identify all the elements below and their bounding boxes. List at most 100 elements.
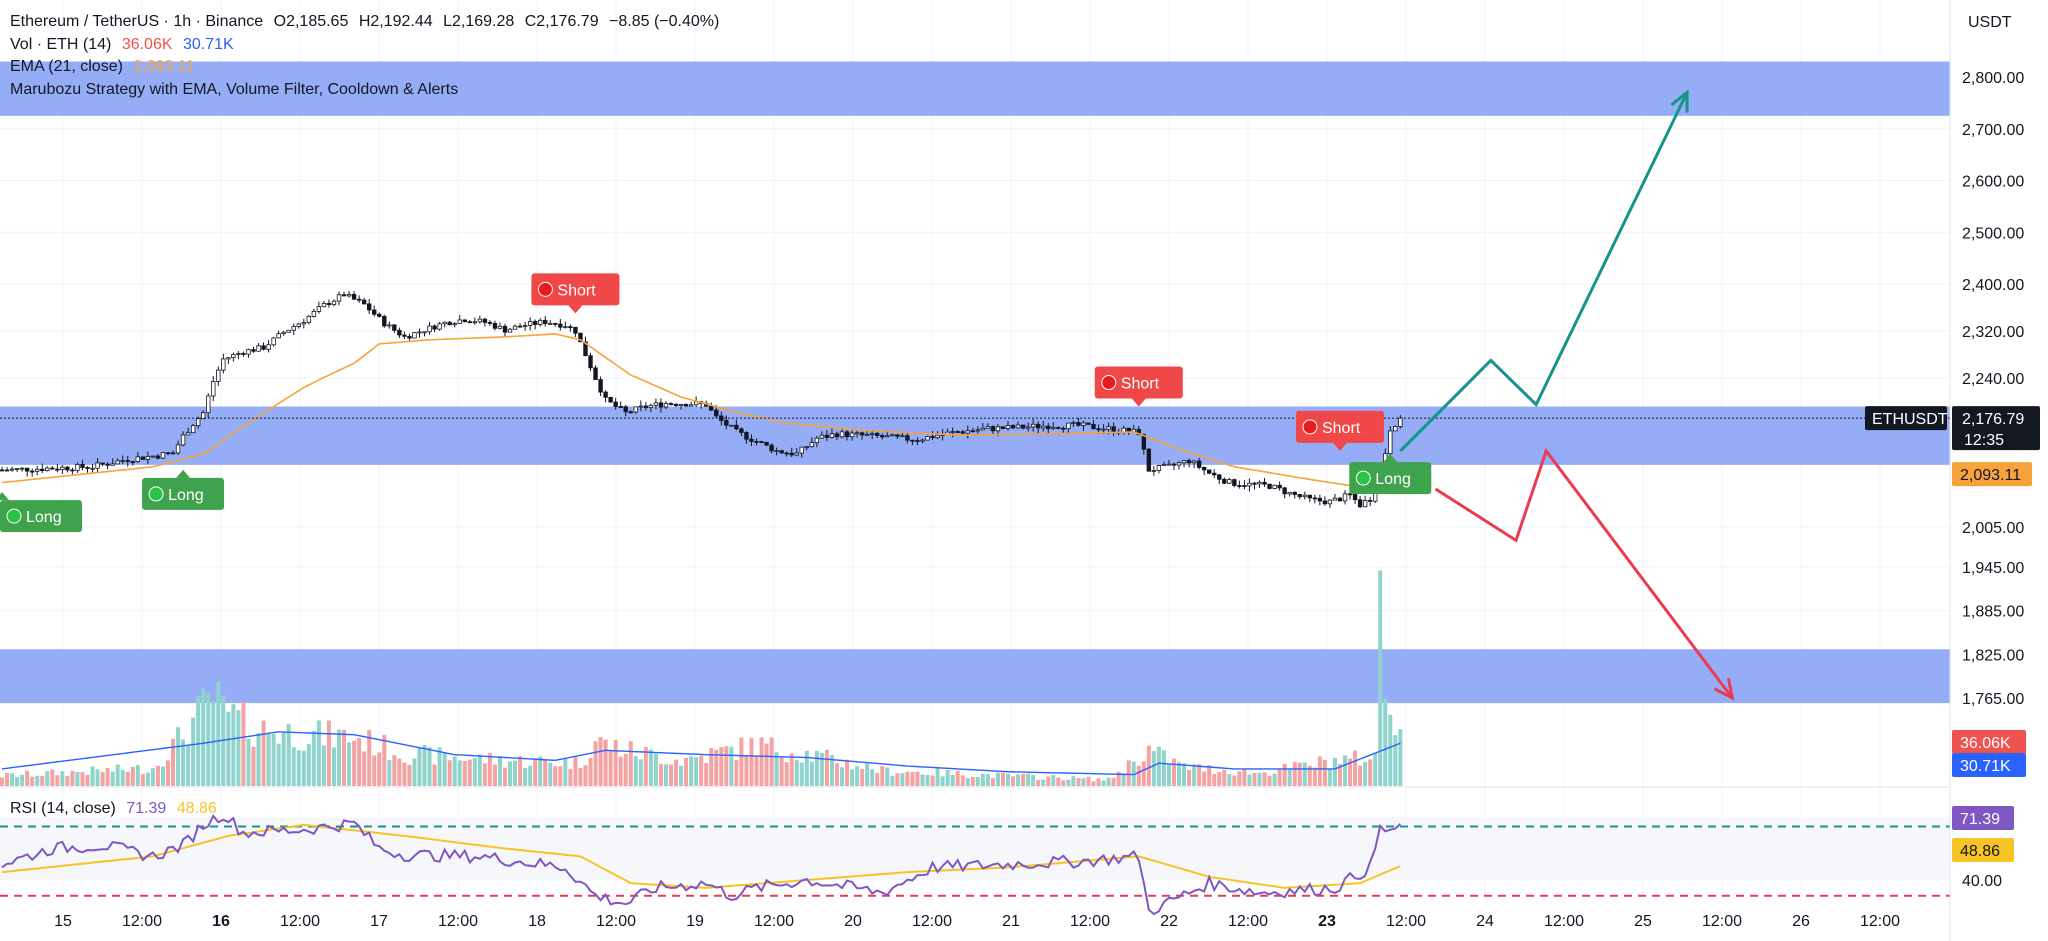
volume-bar — [840, 767, 845, 786]
candle-body — [532, 321, 538, 325]
volume-bar — [754, 756, 759, 786]
volume-bar — [452, 756, 457, 786]
volume-bar — [855, 766, 860, 786]
volume-bar — [925, 775, 930, 786]
volume-bar — [150, 768, 155, 786]
candle-body — [437, 323, 442, 330]
volume-bar — [1232, 775, 1237, 786]
volume-bar — [573, 757, 578, 786]
time-tick-label: 12:00 — [1070, 913, 1110, 930]
candle-body — [1207, 469, 1212, 474]
volume-bar — [1217, 772, 1222, 786]
zones — [0, 61, 1950, 704]
volume-bar — [749, 737, 754, 786]
volume-bar — [1141, 761, 1146, 786]
volume-bar — [352, 740, 357, 786]
volume-bars — [0, 570, 1403, 786]
volume-bar — [1393, 735, 1398, 786]
volume-bar — [724, 746, 729, 786]
signal-dot-icon — [1302, 419, 1318, 435]
volume-bar — [1036, 779, 1041, 786]
volume-bar — [236, 710, 241, 786]
candle-body — [774, 450, 779, 452]
ema-label: EMA (21, close) — [10, 58, 123, 75]
candle-body — [709, 405, 714, 411]
candle-body — [628, 411, 633, 414]
volume-bar — [744, 756, 749, 786]
volume-bar — [311, 730, 316, 786]
candle-body — [55, 468, 60, 471]
candle-body — [1146, 448, 1152, 472]
volume-bar — [25, 770, 30, 786]
candle-body — [869, 432, 875, 435]
candle-body — [538, 319, 543, 325]
ema-legend: EMA (21, close) 2,093.11 — [10, 58, 200, 76]
symbol-title: Ethereum / TetherUS · 1h · Binance — [10, 13, 264, 30]
time-tick-label: 22 — [1160, 913, 1178, 930]
volume-bar — [1368, 759, 1373, 786]
volume-bar — [1262, 772, 1267, 786]
volume-bar — [226, 711, 231, 786]
candle-body — [331, 300, 337, 306]
candle-body — [1262, 481, 1267, 485]
candle-body — [749, 438, 754, 442]
candle-body — [648, 404, 654, 408]
candle-body — [673, 403, 679, 406]
volume-bar — [799, 762, 804, 786]
signal-pointer — [1383, 454, 1398, 463]
volume-bar — [679, 765, 684, 786]
candle-body — [1227, 479, 1232, 484]
time-tick-label: 25 — [1634, 913, 1652, 930]
volume-bar — [1247, 774, 1252, 786]
candle-body — [1156, 465, 1162, 471]
volume-bar — [1267, 775, 1272, 786]
volume-bar — [719, 747, 724, 786]
volume-bar — [1363, 762, 1368, 786]
signal-label: Short — [557, 282, 596, 299]
volume-bar — [593, 741, 598, 786]
volume-bar — [850, 769, 855, 786]
candle-body — [1161, 464, 1167, 466]
candle-body — [1076, 422, 1081, 426]
volume-bar — [130, 766, 135, 786]
volume-bar — [30, 776, 35, 786]
candle-body — [844, 431, 850, 438]
volume-bar — [809, 761, 814, 786]
volume-bar — [377, 752, 382, 786]
volume-bar — [885, 767, 890, 786]
volume-bar — [588, 757, 593, 786]
candle-body — [1000, 426, 1006, 429]
candle-body — [1212, 472, 1217, 476]
volume-bar — [301, 750, 306, 786]
projection-down-arrow-head — [1713, 678, 1735, 701]
candle-body — [231, 354, 236, 359]
strategy-legend: Marubozu Strategy with EMA, Volume Filte… — [10, 81, 464, 99]
volume-bar — [281, 731, 286, 786]
candle-body — [241, 353, 246, 355]
price-tick-label: 2,600.00 — [1962, 174, 2024, 191]
candle-body — [1096, 428, 1101, 431]
volume-bar — [1161, 750, 1166, 786]
candle-body — [1302, 494, 1307, 498]
candle-body — [819, 434, 825, 439]
candle-body — [970, 430, 975, 433]
signal-pointer — [0, 492, 9, 501]
long-signal: Long — [0, 492, 82, 533]
candle-body — [1317, 497, 1323, 502]
projection-up-arrow-head — [1670, 89, 1689, 113]
candle-body — [1312, 497, 1318, 500]
volume-bar — [1187, 770, 1192, 786]
signal-box — [1094, 366, 1183, 399]
currency-label[interactable]: USDT — [1968, 14, 2012, 31]
candle-body — [1272, 484, 1277, 489]
volume-ma-badge-bg — [1952, 753, 2026, 777]
candle-body — [955, 431, 960, 433]
volume-bar — [764, 743, 769, 786]
volume-bar — [407, 764, 412, 786]
candle-body — [356, 298, 362, 301]
symbol-tag: ETHUSDT — [1872, 411, 1948, 428]
candle-body — [804, 446, 809, 449]
volume-bar — [261, 720, 266, 786]
candle-body — [200, 412, 206, 420]
